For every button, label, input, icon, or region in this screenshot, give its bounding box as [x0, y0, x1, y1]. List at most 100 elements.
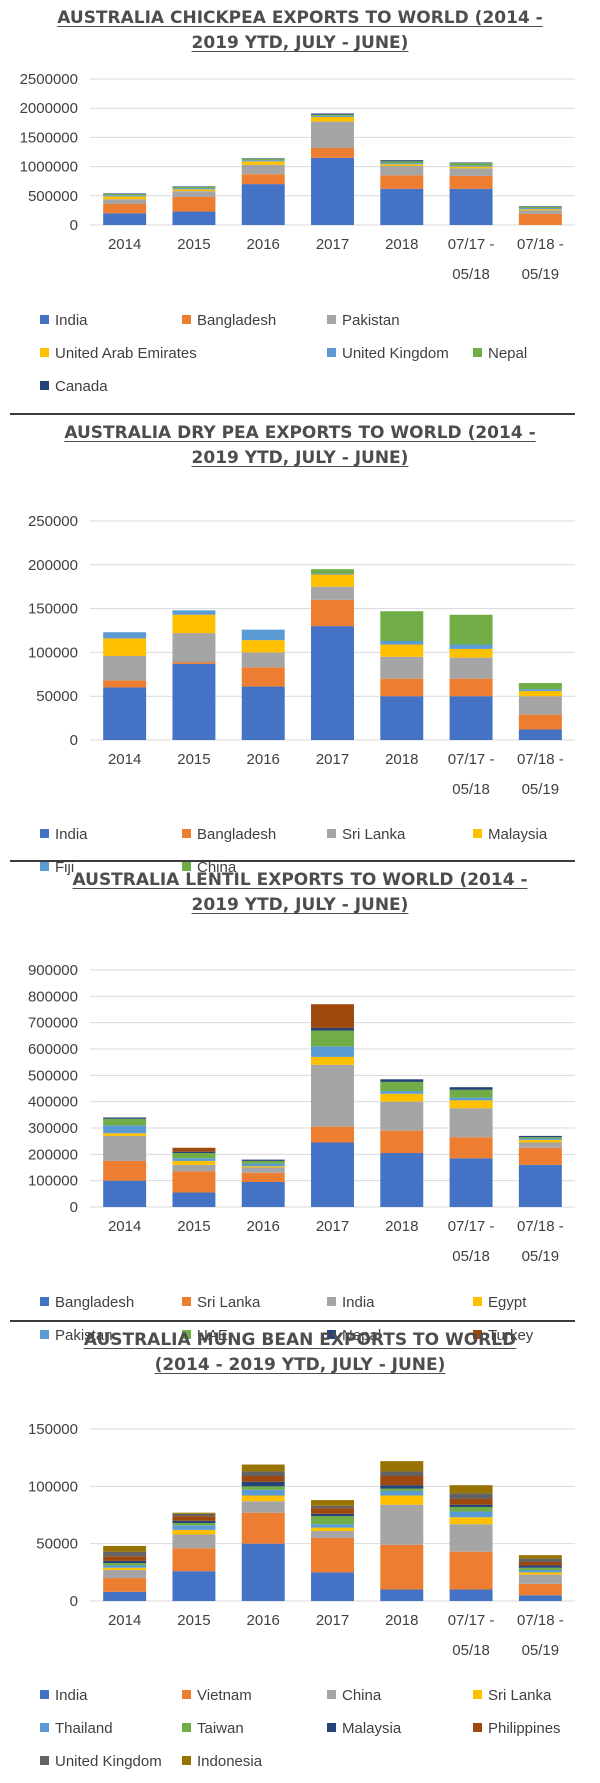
legend-swatch — [473, 348, 482, 357]
legend-swatch — [182, 1756, 191, 1765]
bar-segment — [311, 626, 354, 740]
legend-item: United Kingdom — [327, 345, 449, 363]
bar-segment — [449, 175, 493, 189]
x-tick-label: 2015 — [177, 751, 210, 768]
bar-segment — [380, 1471, 424, 1477]
bar-segment — [311, 114, 354, 116]
bar-segment — [518, 1572, 562, 1575]
bar-segment — [380, 166, 424, 176]
bar-segment — [172, 1153, 216, 1159]
legend-swatch — [182, 829, 191, 838]
x-tick-label: 2014 — [108, 236, 141, 253]
bar-segment — [518, 208, 562, 210]
bar-segment — [518, 729, 562, 740]
legend-label: Fiji — [55, 859, 75, 876]
bar-segment — [172, 191, 216, 197]
bar-segment — [518, 209, 562, 211]
bar-segment — [518, 1138, 562, 1140]
bar-segment — [518, 690, 562, 697]
bar-segment — [172, 211, 216, 225]
y-tick-label: 200000 — [28, 557, 78, 574]
bar-segment — [172, 663, 216, 740]
bar-segment — [103, 193, 147, 195]
bar-segment — [103, 687, 147, 740]
x-tick-label: 05/18 — [452, 781, 490, 798]
bar-segment — [311, 1572, 354, 1601]
legend-item: India — [40, 312, 88, 330]
legend-label: Pakistan — [342, 312, 400, 329]
bar-segment — [103, 1545, 147, 1552]
y-tick-label: 0 — [70, 217, 78, 234]
bar-segment — [380, 1488, 424, 1491]
bar-segment — [380, 678, 424, 697]
x-tick-label: 07/18 - — [517, 1612, 564, 1629]
legend-item: United Arab Emirates — [40, 345, 197, 363]
bar-segment — [103, 213, 147, 225]
bar-segment — [518, 1595, 562, 1601]
y-tick-label: 800000 — [28, 988, 78, 1005]
x-tick-label: 2017 — [316, 751, 349, 768]
bar-segment — [241, 158, 285, 160]
bar-segment — [241, 159, 285, 161]
bar-segment — [241, 1172, 285, 1182]
legend-item: India — [40, 1687, 88, 1705]
bar-segment — [311, 1500, 354, 1506]
legend-swatch — [473, 829, 482, 838]
x-tick-label: 2015 — [177, 1612, 210, 1629]
y-tick-label: 0 — [70, 1199, 78, 1216]
legend-item: Egypt — [473, 1294, 526, 1312]
bar-segment — [172, 1192, 216, 1207]
bar-segment — [518, 1164, 562, 1207]
bar-segment — [518, 1137, 562, 1139]
bar-segment — [241, 161, 285, 165]
legend-swatch — [327, 1690, 336, 1699]
legend-item: Indonesia — [182, 1753, 262, 1771]
bar-segment — [518, 213, 562, 225]
legend-swatch — [473, 1723, 482, 1732]
bar-segment — [449, 644, 493, 649]
bar-segment — [241, 1167, 285, 1173]
legend-swatch — [40, 1330, 49, 1339]
x-tick-label: 2018 — [385, 236, 418, 253]
bar-segment — [449, 1158, 493, 1207]
legend-label: India — [342, 1294, 375, 1311]
chart-title-line: 2019 YTD, JULY - JUNE) — [191, 448, 409, 468]
bar-segment — [241, 1543, 285, 1601]
x-tick-label: 2017 — [316, 1612, 349, 1629]
bar-segment — [449, 1100, 493, 1109]
bar-segment — [518, 1562, 562, 1566]
x-tick-label: 07/18 - — [517, 751, 564, 768]
bar-segment — [380, 1101, 424, 1131]
bar-segment — [380, 161, 424, 164]
legend-item: Vietnam — [182, 1687, 252, 1705]
y-tick-label: 100000 — [28, 1478, 78, 1495]
bar-segment — [311, 1004, 354, 1028]
x-tick-label: 05/18 — [452, 266, 490, 283]
bar-segment — [172, 1571, 216, 1601]
bar-segment — [103, 1560, 147, 1564]
bar-segment — [103, 1567, 147, 1571]
bar-segment — [311, 1064, 354, 1127]
bar-segment — [103, 194, 147, 196]
legend-swatch — [327, 315, 336, 324]
y-tick-label: 0 — [70, 1593, 78, 1610]
legend-item: Malaysia — [327, 1720, 401, 1738]
legend-item: Fiji — [40, 859, 74, 877]
x-tick-label: 2018 — [385, 1218, 418, 1235]
bar-segment — [172, 188, 216, 190]
bar-segment — [449, 1524, 493, 1552]
bar-segment — [241, 160, 285, 162]
chart-panel: AUSTRALIA LENTIL EXPORTS TO WORLD (2014 … — [0, 862, 600, 1344]
x-tick-label: 07/17 - — [448, 236, 495, 253]
bar-segment — [311, 1046, 354, 1057]
bar-segment — [380, 644, 424, 657]
legend-label: Canada — [55, 378, 108, 395]
bar-segment — [103, 1133, 147, 1136]
legend-label: Nepal — [488, 345, 528, 362]
bar-segment — [449, 165, 493, 167]
legend-label: Turkey — [488, 1327, 534, 1344]
bar-segment — [311, 147, 354, 158]
x-tick-label: 2016 — [247, 1612, 280, 1629]
legend-label: China — [342, 1687, 382, 1704]
legend-item: India — [40, 826, 88, 844]
